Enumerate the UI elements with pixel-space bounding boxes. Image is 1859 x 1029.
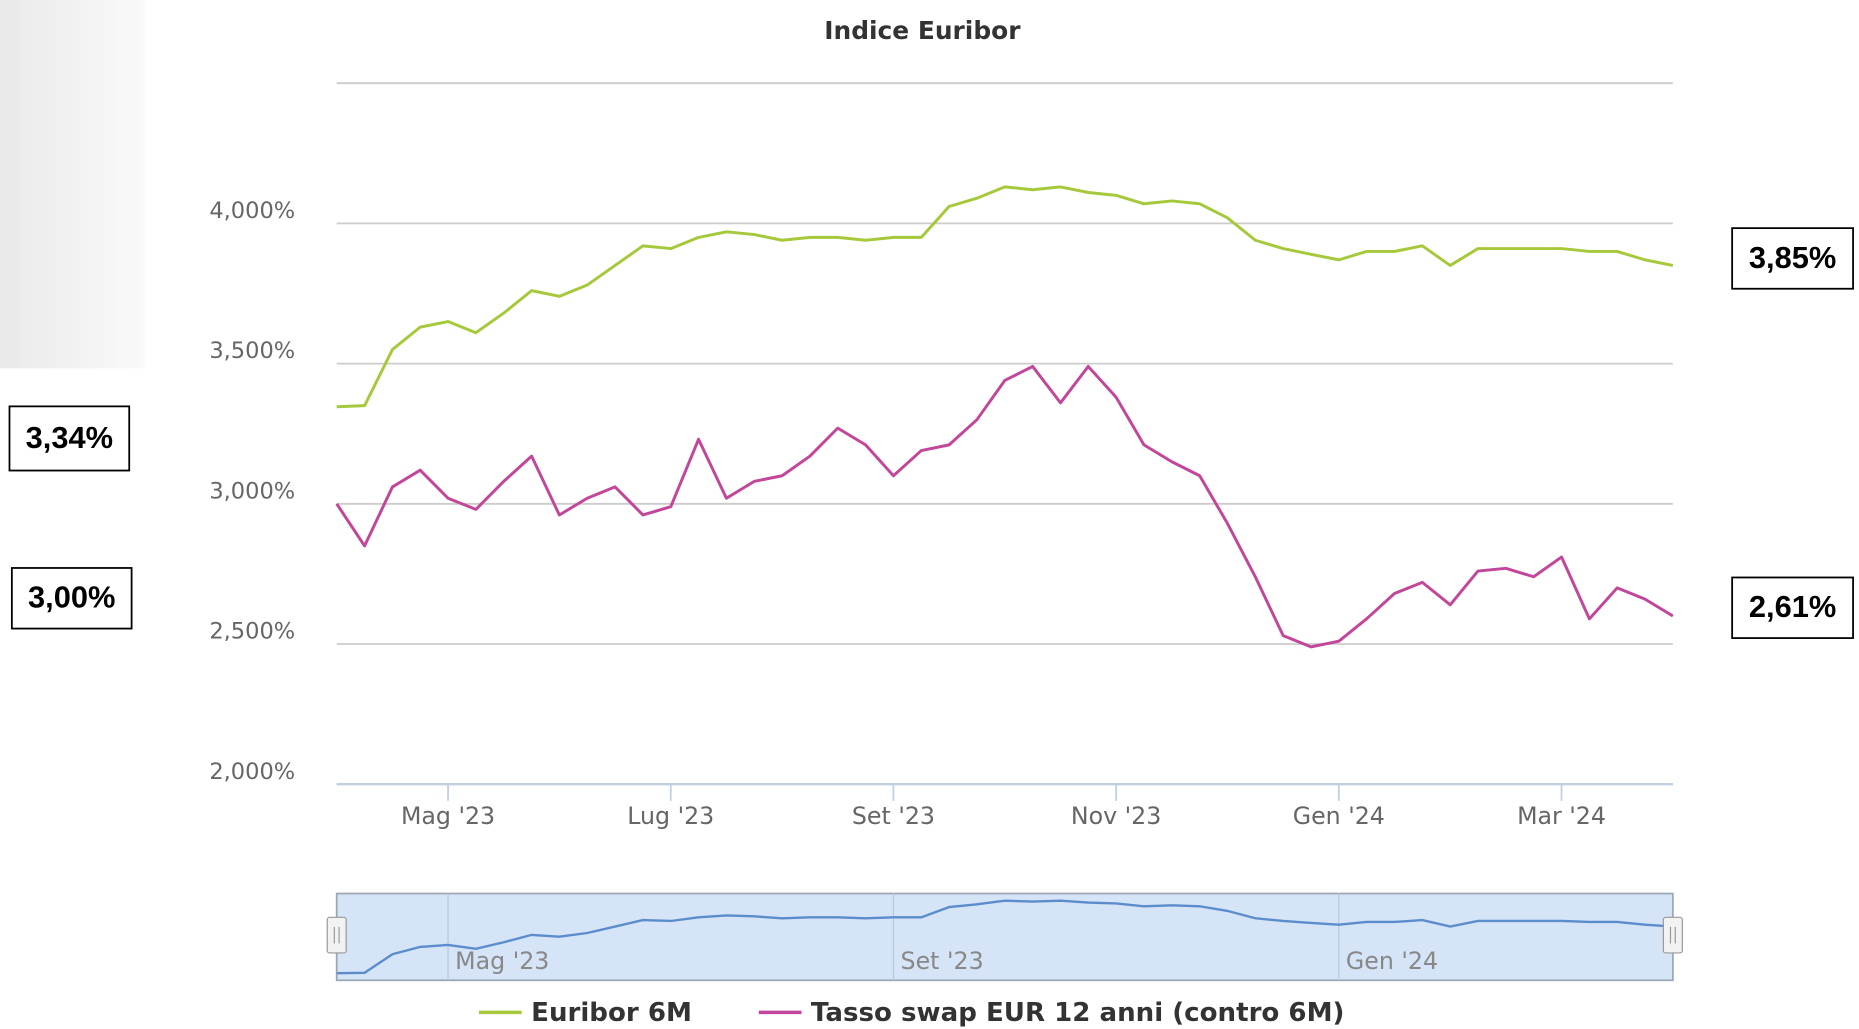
navigator-line	[336, 899, 1673, 975]
chart-title: Indice Euribor	[824, 16, 1021, 45]
navigator-label: Gen '24	[1346, 947, 1438, 975]
x-tick-label: Set '23	[852, 802, 935, 830]
y-tick-label: 2,500%	[209, 619, 295, 645]
y-tick-label: 3,500%	[209, 338, 295, 364]
navigator-handle	[326, 916, 347, 954]
line-series	[335, 364, 1674, 649]
x-tick-label: Nov '23	[1071, 802, 1161, 830]
side-panel	[0, 0, 145, 369]
annotation: 3,85%	[1749, 240, 1836, 275]
x-tick-label: Mag '23	[401, 802, 495, 830]
navigator-label: Mag '23	[455, 947, 549, 975]
annotation-box	[10, 567, 133, 630]
navigator-handle	[1662, 916, 1683, 954]
annotation-box	[1731, 576, 1854, 639]
x-tick-label: Gen '24	[1293, 802, 1385, 830]
annotation: 3,34%	[26, 420, 113, 455]
legend-label: Tasso swap EUR 12 anni (contro 6M)	[811, 998, 1345, 1028]
y-tick-label: 4,000%	[209, 198, 295, 224]
navigator-label: Set '23	[901, 947, 984, 975]
annotation: 3,00%	[28, 580, 115, 615]
x-tick-label: Lug '23	[627, 802, 714, 830]
legend-label: Euribor 6M	[531, 998, 692, 1028]
y-tick-label: 2,000%	[209, 759, 295, 785]
annotation-box	[1731, 227, 1854, 290]
y-tick-label: 3,000%	[209, 478, 295, 504]
x-tick-label: Mar '24	[1517, 802, 1606, 830]
line-series	[336, 185, 1674, 409]
annotation: 2,61%	[1749, 589, 1836, 624]
annotation-box	[8, 405, 131, 472]
